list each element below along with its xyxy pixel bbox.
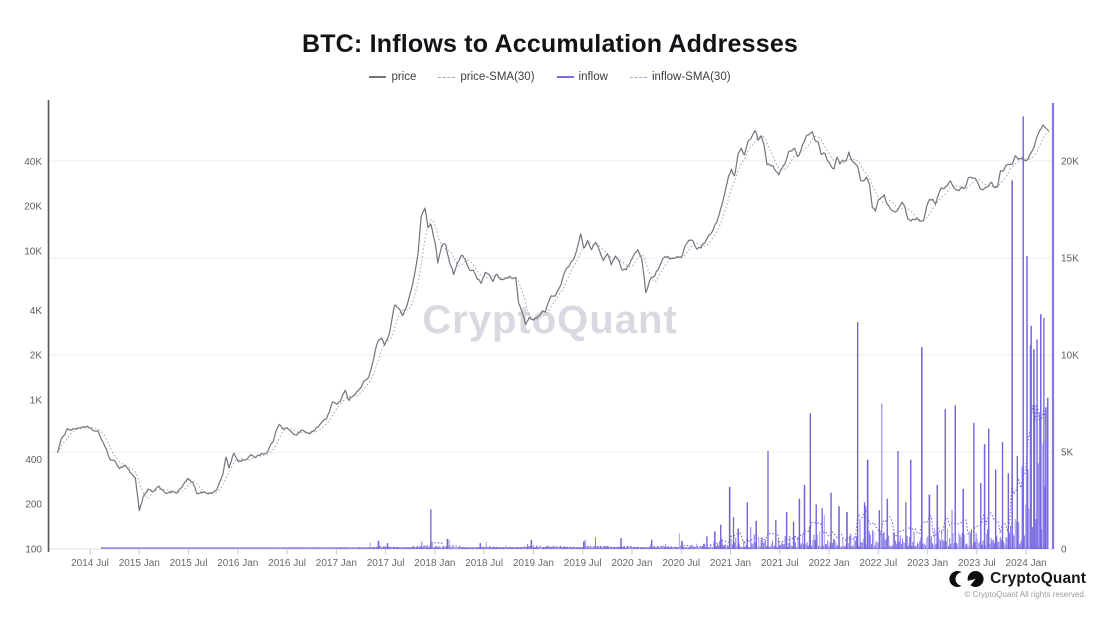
x-tick-label: 2021 Jul xyxy=(761,558,799,569)
chart-title: BTC: Inflows to Accumulation Addresses xyxy=(301,30,799,58)
right-axis-labels: 20K 15K 10K 5K 0 xyxy=(1061,157,1079,556)
right-tick-label: 15K xyxy=(1061,254,1079,265)
x-tick-label: 2023 Jan xyxy=(907,558,948,569)
gridlines xyxy=(48,160,1053,550)
copyright-text: © CryptoQuant All rights reserved. xyxy=(964,590,1087,599)
x-tick-label: 2014 Jul xyxy=(71,558,109,569)
legend-item-inflow-sma-30-[interactable]: inflow-SMA(30) xyxy=(629,71,731,83)
cryptoquant-logo-icon xyxy=(949,571,984,587)
x-tick-label: 2015 Jul xyxy=(170,558,208,569)
x-tick-label: 2021 Jan xyxy=(710,558,751,569)
x-tick-label: 2022 Jan xyxy=(808,558,849,569)
x-tick-label: 2017 Jan xyxy=(316,558,357,569)
left-tick-label: 400 xyxy=(25,455,42,466)
x-tick-label: 2019 Jul xyxy=(564,558,602,569)
inflow-bars xyxy=(175,116,1046,549)
left-tick-label: 10K xyxy=(24,247,42,258)
inflow-spikes xyxy=(378,116,1049,549)
legend-swatch xyxy=(438,76,456,78)
legend-swatch xyxy=(369,76,387,78)
right-tick-label: 0 xyxy=(1061,545,1067,556)
x-tick-label: 2016 Jan xyxy=(217,558,258,569)
legend-label: price xyxy=(391,71,417,83)
left-tick-label: 1K xyxy=(30,396,43,407)
left-tick-label: 20K xyxy=(24,202,42,213)
x-tick-label: 2015 Jan xyxy=(119,558,160,569)
legend-label: inflow-SMA(30) xyxy=(651,71,731,83)
x-tick-label: 2023 Jul xyxy=(958,558,996,569)
footer-brand: CryptoQuant © CryptoQuant All rights res… xyxy=(949,570,1086,599)
left-tick-label: 100 xyxy=(25,545,42,556)
legend-item-price-sma-30-[interactable]: price-SMA(30) xyxy=(438,71,535,83)
legend-item-inflow[interactable]: inflow xyxy=(556,71,608,83)
right-tick-label: 20K xyxy=(1061,157,1079,168)
right-tick-label: 5K xyxy=(1061,448,1074,459)
inflow-bars-light xyxy=(124,180,1048,549)
brand-name: CryptoQuant xyxy=(990,570,1086,587)
left-tick-label: 2K xyxy=(30,351,43,362)
legend: price price-SMA(30) inflow inflow-SMA(30) xyxy=(0,71,1100,83)
x-tick-label: 2018 Jan xyxy=(414,558,455,569)
x-tick-label: 2022 Jul xyxy=(859,558,897,569)
watermark: CryptoQuant xyxy=(422,298,678,342)
inflow-sma-line xyxy=(101,404,1047,549)
legend-item-price[interactable]: price xyxy=(369,71,416,83)
x-tick-label: 2016 Jul xyxy=(268,558,306,569)
x-tick-label: 2020 Jan xyxy=(611,558,652,569)
x-tick-label: 2017 Jul xyxy=(367,558,405,569)
x-tick-label: 2020 Jul xyxy=(662,558,700,569)
left-tick-label: 200 xyxy=(25,500,42,511)
left-tick-label: 40K xyxy=(24,157,42,168)
left-axis-labels: 40K 20K 10K 4K 2K 1K 400 200 100 xyxy=(24,157,42,556)
legend-swatch xyxy=(556,76,574,78)
x-tick-label: 2024 Jan xyxy=(1006,558,1047,569)
price-sma-line xyxy=(57,131,1050,499)
legend-label: price-SMA(30) xyxy=(460,71,535,83)
legend-swatch xyxy=(629,76,647,78)
x-tick-label: 2018 Jul xyxy=(465,558,503,569)
left-tick-label: 4K xyxy=(30,306,43,317)
legend-label: inflow xyxy=(578,71,608,83)
price-line xyxy=(56,124,1050,512)
x-axis-labels: 2014 Jul 2015 Jan 2015 Jul 2016 Jan 2016 Jul… xyxy=(71,549,1047,569)
x-tick-label: 2019 Jan xyxy=(513,558,554,569)
right-tick-label: 10K xyxy=(1061,351,1079,362)
brand-row: CryptoQuant xyxy=(949,570,1086,588)
